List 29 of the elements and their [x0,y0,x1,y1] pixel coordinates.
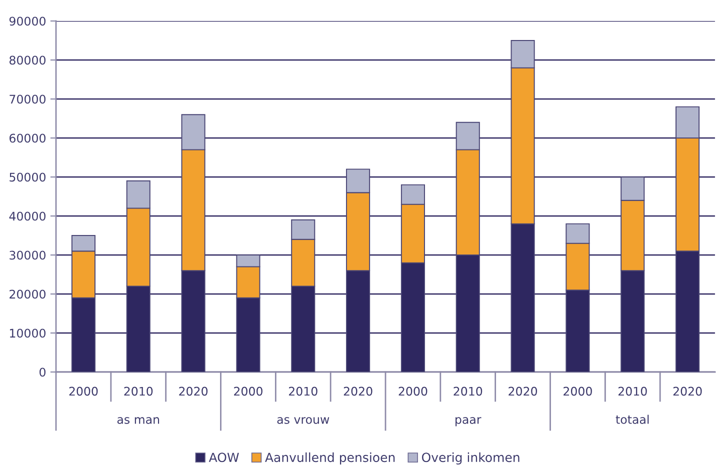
y-tick-label: 0 [40,368,46,377]
x-tick-label: 2000 [564,386,592,396]
text: as man [117,417,160,424]
y-tick-label: 70000 [10,94,46,104]
x-tick-label: 2020 [508,386,538,396]
legend-label: AOW [208,452,239,462]
y-tick-label: 80000 [10,56,46,65]
y-tick-label: 50000 [10,172,46,182]
text: totaal [616,414,649,424]
y-tick-label: 30000 [10,250,46,260]
text: as vrouw [277,417,330,424]
x-tick-label: 2000 [69,386,98,396]
y-tick-label: 20000 [10,290,46,299]
x-tick-label: 2020 [344,386,372,396]
y-tick-label: 90000 [9,16,46,26]
x-tick-label: 2020 [179,386,208,396]
y-tick-label: 10000 [10,328,46,338]
x-tick-label: 2020 [673,386,702,396]
x-tick-label: 2010 [618,386,647,396]
x-tick-label: 2010 [288,386,318,396]
legend-label: Overig inkomen [422,452,520,465]
y-tick-label: 60000 [10,134,46,143]
x-tick-label: 2010 [454,386,482,396]
legend-label: Aanvullend pensioen [265,452,395,465]
y-tick-label: 40000 [9,212,46,221]
x-tick-label: 2000 [234,386,262,396]
text: paar [456,417,482,426]
x-tick-label: 2000 [398,386,428,396]
x-tick-label: 2010 [124,386,153,396]
